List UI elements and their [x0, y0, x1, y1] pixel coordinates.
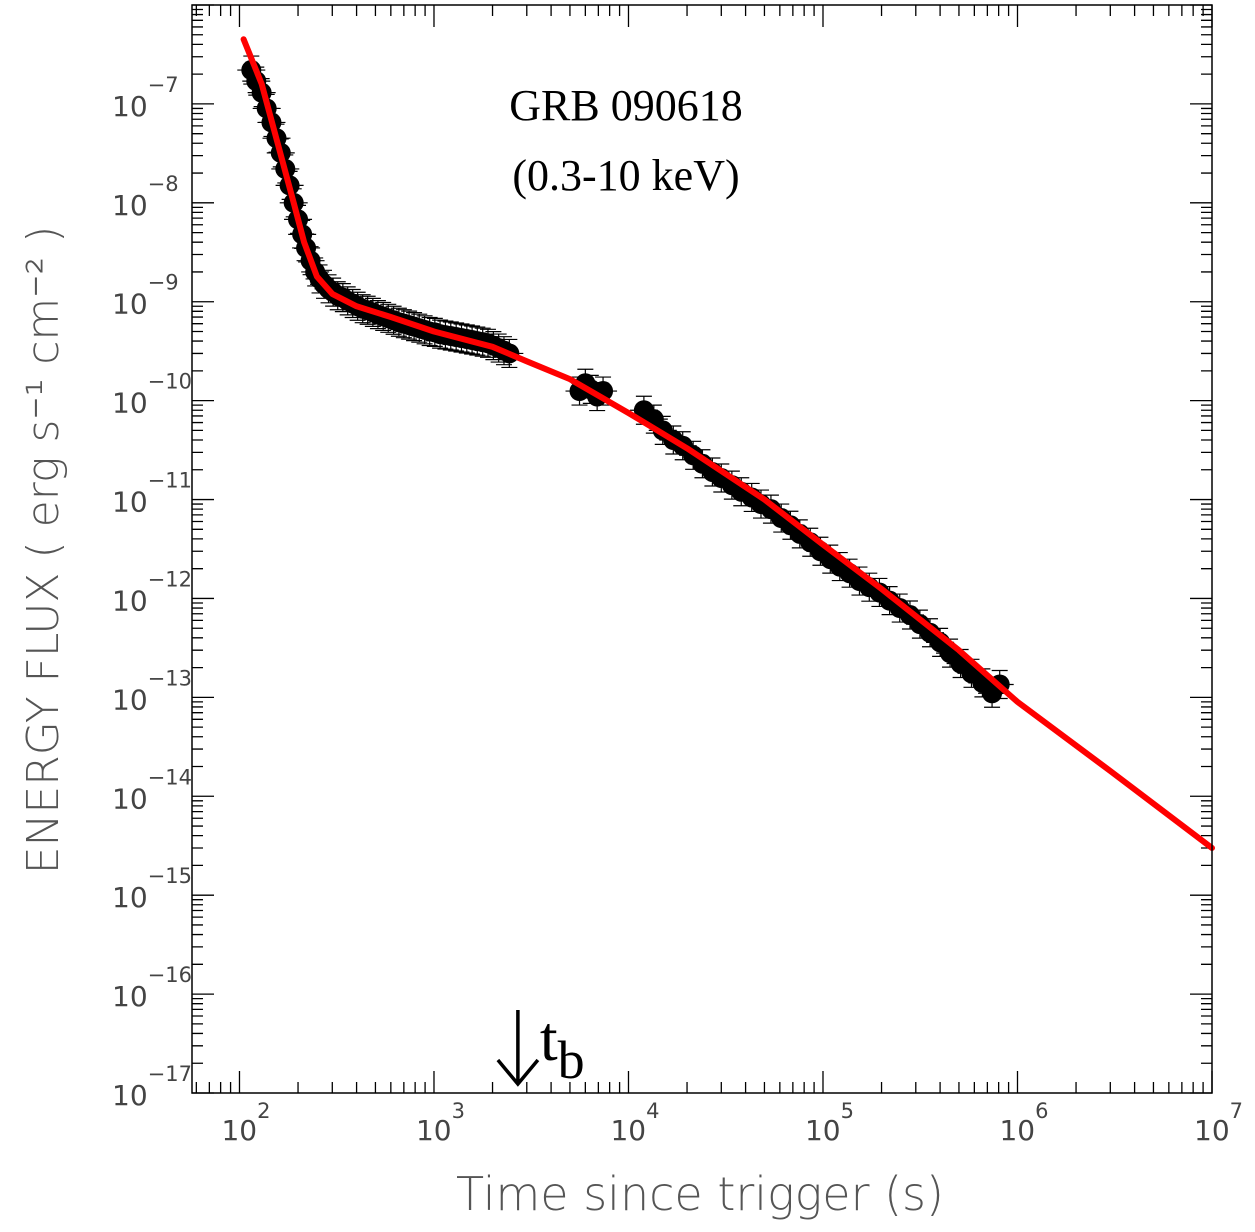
break-time-annotation: tb — [496, 1003, 585, 1090]
x-tick-label: 103 — [416, 1099, 465, 1147]
y-tick-label: 10−13 — [112, 666, 192, 716]
y-tick-label: 10−10 — [112, 370, 192, 420]
model-fit-line — [240, 36, 1215, 851]
x-tick-label: 105 — [805, 1099, 854, 1147]
x-tick-labels: 102 103 104 105 106 107 — [221, 1099, 1243, 1147]
y-tick-label: 10−16 — [112, 963, 192, 1013]
y-tick-label: 10−12 — [112, 567, 192, 617]
x-tick-label: 104 — [610, 1099, 659, 1147]
plot-frame — [191, 4, 1213, 1094]
y-tick-label: 10−15 — [112, 864, 192, 914]
y-tick-labels: 10−7 10−8 10−9 10−10 10−11 10−12 10−13 10−14 10−… — [112, 73, 192, 1112]
x-tick-label: 106 — [999, 1099, 1048, 1147]
y-tick-label: 10−9 — [112, 271, 179, 321]
y-tick-label: 10−8 — [112, 172, 179, 222]
y-tick-label: 10−7 — [112, 73, 179, 123]
y-tick-label: 10−14 — [112, 765, 192, 815]
x-tick-label: 107 — [1194, 1099, 1243, 1147]
x-axis-label: Time since trigger (s) — [456, 1167, 944, 1221]
y-tick-label: 10−11 — [112, 469, 192, 519]
y-axis-label: ENERGY FLUX ( erg s⁻¹ cm⁻² ) — [18, 226, 69, 875]
x-tick-label: 102 — [221, 1099, 270, 1147]
break-time-label: tb — [540, 1003, 585, 1090]
chart-subtitle: (0.3-10 keV) — [512, 151, 739, 200]
y-tick-label: 10−17 — [112, 1062, 192, 1112]
chart-title: GRB 090618 — [509, 81, 742, 130]
arrow-down-icon — [496, 1010, 540, 1087]
